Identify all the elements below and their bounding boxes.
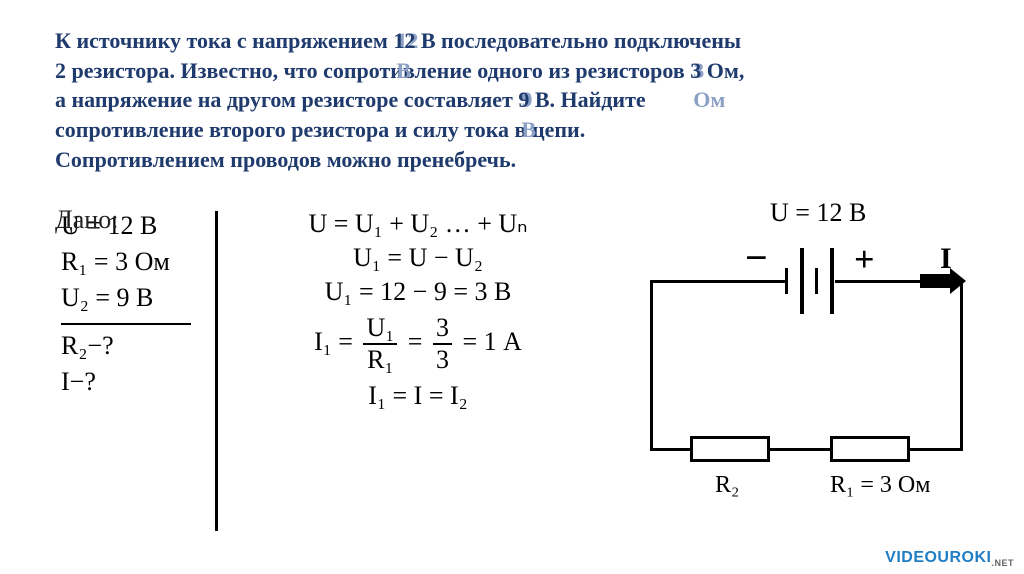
circuit-diagram: U = 12 В − + I R₂ R₁ = 3 Ом	[640, 210, 970, 510]
eq4-frac1: U₁ R₁	[363, 313, 397, 375]
battery-pos-plate	[830, 248, 834, 314]
eq-5: I₁ = I = I₂	[258, 381, 578, 411]
watermark-brand: VIDEOUROKI	[885, 549, 991, 566]
eq-4: I₁ = U₁ R₁ = 3 3 = 1 А	[258, 313, 578, 375]
given-r1: R₁ = 3 Ом	[61, 247, 205, 277]
problem-statement: К источнику тока с напряжением 12 В12 В …	[0, 0, 1024, 184]
resistor-r1	[830, 436, 910, 462]
battery-pos-short	[815, 268, 818, 294]
wire-bot-3	[910, 448, 963, 451]
solution-block: U = U₁ + U₂ … + Uₙ U₁ = U − U₂ U₁ = 12 −…	[218, 205, 578, 531]
find-i: I−?	[61, 367, 205, 397]
given-title: Дано:	[55, 205, 118, 235]
eq4-frac2: 3 3	[433, 313, 452, 375]
text: Сопротивлением проводов можно пренебречь…	[55, 147, 516, 172]
wire-bot-1	[650, 448, 690, 451]
wire-right	[960, 280, 963, 450]
battery-neg-plate	[800, 248, 804, 314]
r2-label: R₂	[715, 472, 739, 499]
wire-left	[650, 280, 653, 450]
given-separator	[61, 323, 191, 325]
value-3om: 3 Ом3 Ом	[690, 56, 739, 86]
text: а напряжение на другом резисторе составл…	[55, 87, 518, 112]
given-u2: U₂ = 9 В	[61, 283, 205, 313]
watermark-suffix: .NET	[991, 558, 1014, 568]
value-9v: 9 В9 В	[518, 85, 549, 115]
find-r2: R₂−?	[61, 331, 205, 361]
battery-neg-short	[785, 268, 788, 294]
watermark: VIDEOUROKI.NET	[885, 549, 1014, 568]
eq4-rhs: = 1 А	[462, 327, 521, 356]
work-area: Дано: U = 12 В R₁ = 3 Ом U₂ = 9 В R₂−? I…	[55, 205, 578, 531]
given-block: Дано: U = 12 В R₁ = 3 Ом U₂ = 9 В R₂−? I…	[55, 205, 215, 531]
r1-label: R₁ = 3 Ом	[830, 472, 930, 499]
text: ,	[739, 58, 745, 83]
eq-1: U = U₁ + U₂ … + Uₙ	[258, 209, 578, 239]
text: сопротивление второго резистора и силу т…	[55, 117, 585, 142]
u-label: U = 12 В	[770, 198, 866, 228]
text: К источнику тока с напряжением	[55, 28, 393, 53]
plus-sign: +	[854, 238, 875, 280]
eq-3: U₁ = 12 − 9 = 3 В	[258, 277, 578, 307]
eq-2: U₁ = U − U₂	[258, 243, 578, 273]
wire-bot-2	[770, 448, 830, 451]
eq4-mid: =	[408, 327, 423, 356]
minus-sign: −	[745, 234, 768, 281]
resistor-r2	[690, 436, 770, 462]
text: последовательно подключены	[436, 28, 742, 53]
text: 2 резистора. Известно, что сопротивление…	[55, 58, 690, 83]
eq4-lhs: I₁ =	[314, 327, 353, 356]
text: . Найдите	[550, 87, 646, 112]
value-12v: 12 В12 В	[393, 26, 435, 56]
